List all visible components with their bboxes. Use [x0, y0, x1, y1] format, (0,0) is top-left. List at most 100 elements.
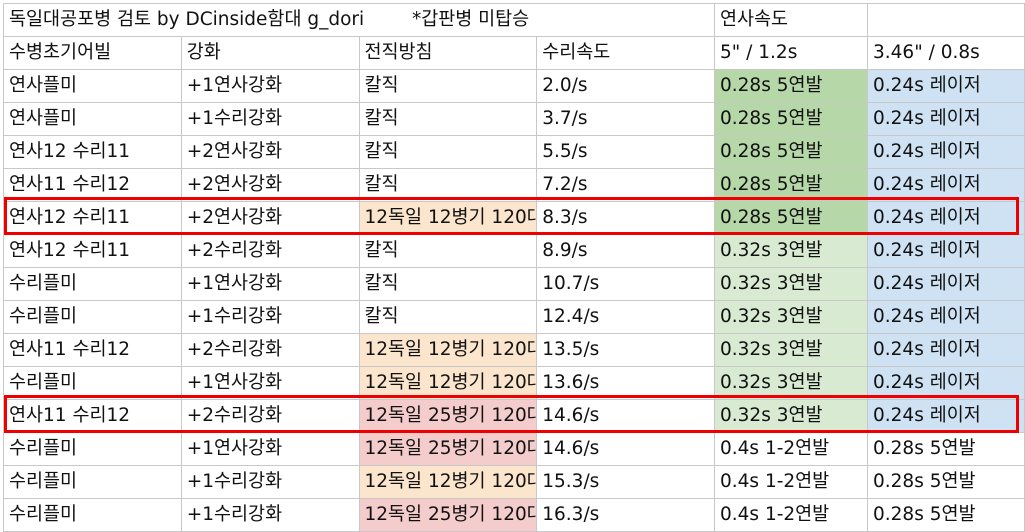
cell-gun-5inch[interactable]: 0.28s 5연발	[714, 102, 868, 136]
cell-path[interactable]: 칼직	[358, 102, 538, 136]
cell-upgrade[interactable]: +2연사강화	[180, 201, 360, 235]
cell-ability[interactable]: 연사플미	[3, 102, 182, 136]
cell-upgrade[interactable]: +1연사강화	[180, 432, 360, 466]
title-row: 독일대공포병 검토 by DCinside함대 g_dori *갑판병 미탑승 …	[3, 3, 1025, 37]
cell-ability[interactable]: 수리플미	[3, 432, 182, 466]
cell-path[interactable]: 칼직	[358, 69, 538, 103]
cell-gun-346inch[interactable]: 0.24s 레이저	[867, 399, 1025, 433]
cell-repair[interactable]: 16.3/s	[536, 498, 715, 532]
table-row: 수리플미 +1수리강화 12독일 12병기 120대공포병 15.3/s 0.4…	[3, 465, 1025, 499]
cell-gun-346inch[interactable]: 0.24s 레이저	[867, 333, 1025, 367]
cell-upgrade[interactable]: +2수리강화	[180, 333, 360, 367]
title-cell[interactable]: 독일대공포병 검토 by DCinside함대 g_dori *갑판병 미탑승	[3, 3, 715, 37]
cell-repair[interactable]: 2.0/s	[536, 69, 715, 103]
cell-path[interactable]: 12독일 12병기 120대공포병	[358, 366, 538, 400]
cell-path[interactable]: 칼직	[358, 135, 538, 169]
cell-path[interactable]: 12독일 12병기 120대공포병	[358, 333, 538, 367]
header-repair[interactable]: 수리속도	[536, 36, 715, 70]
cell-ability[interactable]: 연사12 수리11	[3, 135, 182, 169]
cell-repair[interactable]: 10.7/s	[536, 267, 715, 301]
cell-upgrade[interactable]: +1수리강화	[180, 102, 360, 136]
cell-upgrade[interactable]: +1수리강화	[180, 300, 360, 334]
cell-gun-346inch[interactable]: 0.24s 레이저	[867, 300, 1025, 334]
cell-upgrade[interactable]: +1수리강화	[180, 465, 360, 499]
cell-path[interactable]: 12독일 25병기 120대공포병	[358, 498, 538, 532]
cell-upgrade[interactable]: +2수리강화	[180, 399, 360, 433]
cell-gun-346inch[interactable]: 0.28s 5연발	[867, 498, 1025, 532]
cell-gun-5inch[interactable]: 0.32s 3연발	[714, 333, 868, 367]
cell-upgrade[interactable]: +1연사강화	[180, 366, 360, 400]
cell-gun-346inch[interactable]: 0.28s 5연발	[867, 465, 1025, 499]
cell-gun-5inch[interactable]: 0.28s 5연발	[714, 69, 868, 103]
cell-path[interactable]: 12독일 12병기 120대공포병	[358, 465, 538, 499]
cell-repair[interactable]: 3.7/s	[536, 102, 715, 136]
cell-gun-346inch[interactable]: 0.24s 레이저	[867, 234, 1025, 268]
table-row: 연사플미 +1연사강화 칼직 2.0/s 0.28s 5연발 0.24s 레이저	[3, 69, 1025, 103]
cell-gun-346inch[interactable]: 0.24s 레이저	[867, 267, 1025, 301]
cell-repair[interactable]: 13.6/s	[536, 366, 715, 400]
cell-path[interactable]: 칼직	[358, 234, 538, 268]
cell-gun-5inch[interactable]: 0.4s 1-2연발	[714, 498, 868, 532]
cell-repair[interactable]: 14.6/s	[536, 432, 715, 466]
cell-gun-5inch[interactable]: 0.32s 3연발	[714, 399, 868, 433]
sheet-title: 독일대공포병 검토 by DCinside함대 g_dori	[9, 9, 365, 30]
cell-gun-5inch[interactable]: 0.28s 5연발	[714, 168, 868, 202]
cell-repair[interactable]: 8.9/s	[536, 234, 715, 268]
cell-upgrade[interactable]: +1연사강화	[180, 267, 360, 301]
cell-gun-346inch[interactable]: 0.24s 레이저	[867, 135, 1025, 169]
cell-upgrade[interactable]: +1연사강화	[180, 69, 360, 103]
cell-repair[interactable]: 15.3/s	[536, 465, 715, 499]
cell-gun-346inch[interactable]: 0.24s 레이저	[867, 168, 1025, 202]
cell-path[interactable]: 칼직	[358, 300, 538, 334]
cell-ability[interactable]: 수리플미	[3, 366, 182, 400]
header-gun-346inch[interactable]: 3.46" / 0.8s	[867, 36, 1025, 70]
cell-gun-5inch[interactable]: 0.32s 3연발	[714, 300, 868, 334]
cell-path[interactable]: 12독일 12병기 120대공포병	[358, 201, 538, 235]
cell-gun-5inch[interactable]: 0.4s 1-2연발	[714, 432, 868, 466]
cell-ability[interactable]: 연사11 수리12	[3, 333, 182, 367]
cell-upgrade[interactable]: +1수리강화	[180, 498, 360, 532]
cell-gun-5inch[interactable]: 0.32s 3연발	[714, 234, 868, 268]
cell-gun-5inch[interactable]: 0.32s 3연발	[714, 366, 868, 400]
cell-upgrade[interactable]: +2수리강화	[180, 234, 360, 268]
cell-gun-346inch[interactable]: 0.24s 레이저	[867, 69, 1025, 103]
cell-gun-5inch[interactable]: 0.28s 5연발	[714, 201, 868, 235]
cell-repair[interactable]: 8.3/s	[536, 201, 715, 235]
header-path[interactable]: 전직방침	[358, 36, 538, 70]
cell-repair[interactable]: 12.4/s	[536, 300, 715, 334]
cell-path[interactable]: 칼직	[358, 267, 538, 301]
table-row: 연사11 수리12 +2연사강화 칼직 7.2/s 0.28s 5연발 0.24…	[3, 168, 1025, 202]
cell-upgrade[interactable]: +2연사강화	[180, 135, 360, 169]
cell-gun-5inch[interactable]: 0.28s 5연발	[714, 135, 868, 169]
cell-gun-346inch[interactable]: 0.28s 5연발	[867, 432, 1025, 466]
empty-cell[interactable]	[867, 3, 1025, 37]
cell-repair[interactable]: 13.5/s	[536, 333, 715, 367]
cell-ability[interactable]: 수리플미	[3, 300, 182, 334]
header-upgrade[interactable]: 강화	[180, 36, 360, 70]
table-row: 수리플미 +1수리강화 칼직 12.4/s 0.32s 3연발 0.24s 레이…	[3, 300, 1025, 334]
header-ability[interactable]: 수병초기어빌	[3, 36, 182, 70]
cell-repair[interactable]: 14.6/s	[536, 399, 715, 433]
cell-ability[interactable]: 연사11 수리12	[3, 399, 182, 433]
cell-gun-5inch[interactable]: 0.32s 3연발	[714, 267, 868, 301]
cell-ability[interactable]: 수리플미	[3, 267, 182, 301]
cell-path[interactable]: 12독일 25병기 120대공포병	[358, 432, 538, 466]
cell-ability[interactable]: 연사12 수리11	[3, 201, 182, 235]
header-gun-5inch[interactable]: 5" / 1.2s	[714, 36, 868, 70]
cell-ability[interactable]: 연사11 수리12	[3, 168, 182, 202]
cell-gun-346inch[interactable]: 0.24s 레이저	[867, 366, 1025, 400]
group-header-cell[interactable]: 연사속도	[714, 3, 868, 37]
cell-repair[interactable]: 7.2/s	[536, 168, 715, 202]
cell-path[interactable]: 칼직	[358, 168, 538, 202]
cell-ability[interactable]: 연사12 수리11	[3, 234, 182, 268]
cell-ability[interactable]: 수리플미	[3, 465, 182, 499]
cell-gun-346inch[interactable]: 0.24s 레이저	[867, 102, 1025, 136]
cell-path[interactable]: 12독일 25병기 120대공포병	[358, 399, 538, 433]
cell-upgrade[interactable]: +2연사강화	[180, 168, 360, 202]
cell-ability[interactable]: 연사플미	[3, 69, 182, 103]
cell-gun-5inch[interactable]: 0.4s 1-2연발	[714, 465, 868, 499]
cell-repair[interactable]: 5.5/s	[536, 135, 715, 169]
cell-ability[interactable]: 수리플미	[3, 498, 182, 532]
table-row-highlighted: 연사11 수리12 +2수리강화 12독일 25병기 120대공포병 14.6/…	[3, 399, 1025, 433]
cell-gun-346inch[interactable]: 0.24s 레이저	[867, 201, 1025, 235]
